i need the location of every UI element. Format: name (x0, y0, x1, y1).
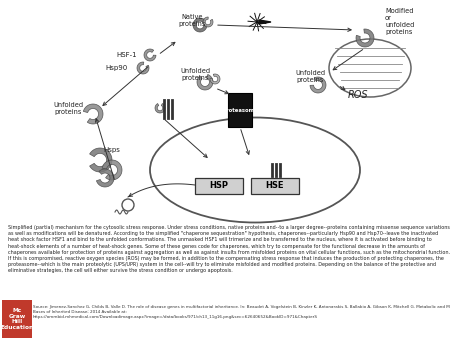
Polygon shape (193, 18, 207, 32)
Text: Source: Jimenez-Sanchez G, Childs B, Valle D. The role of disease genes in multi: Source: Jimenez-Sanchez G, Childs B, Val… (33, 305, 450, 319)
Polygon shape (259, 20, 271, 24)
Polygon shape (90, 148, 112, 172)
Polygon shape (96, 169, 114, 187)
Text: HSP: HSP (210, 182, 229, 191)
Text: HSE: HSE (266, 182, 284, 191)
Polygon shape (310, 77, 326, 93)
Text: Modified
or
unfolded
proteins: Modified or unfolded proteins (385, 8, 414, 35)
Text: Native
proteins: Native proteins (178, 14, 206, 27)
Text: Hsp90: Hsp90 (106, 65, 128, 71)
Text: Simplified (partial) mechanism for the cytosolic stress response. Under stress c: Simplified (partial) mechanism for the c… (8, 225, 450, 273)
Text: Proteasome: Proteasome (222, 107, 258, 113)
Text: Mc
Graw
Hill
Education: Mc Graw Hill Education (0, 308, 34, 330)
Bar (2, 300, 32, 338)
Polygon shape (155, 103, 165, 113)
Text: Unfolded
proteins: Unfolded proteins (180, 68, 210, 81)
Bar (251, 178, 299, 194)
Polygon shape (144, 49, 156, 61)
Polygon shape (210, 74, 220, 84)
Polygon shape (356, 29, 374, 47)
Text: Hsps: Hsps (104, 147, 121, 153)
Polygon shape (197, 74, 213, 90)
Polygon shape (137, 62, 149, 74)
Polygon shape (102, 160, 122, 180)
Bar (195, 178, 243, 194)
Text: HSF-1: HSF-1 (117, 52, 137, 58)
Text: Unfolded
proteins: Unfolded proteins (53, 102, 83, 115)
Polygon shape (83, 104, 103, 124)
Polygon shape (203, 17, 213, 27)
Text: ROS: ROS (348, 90, 369, 100)
Text: Unfolded
proteins: Unfolded proteins (295, 70, 325, 83)
Bar (228, 93, 252, 127)
